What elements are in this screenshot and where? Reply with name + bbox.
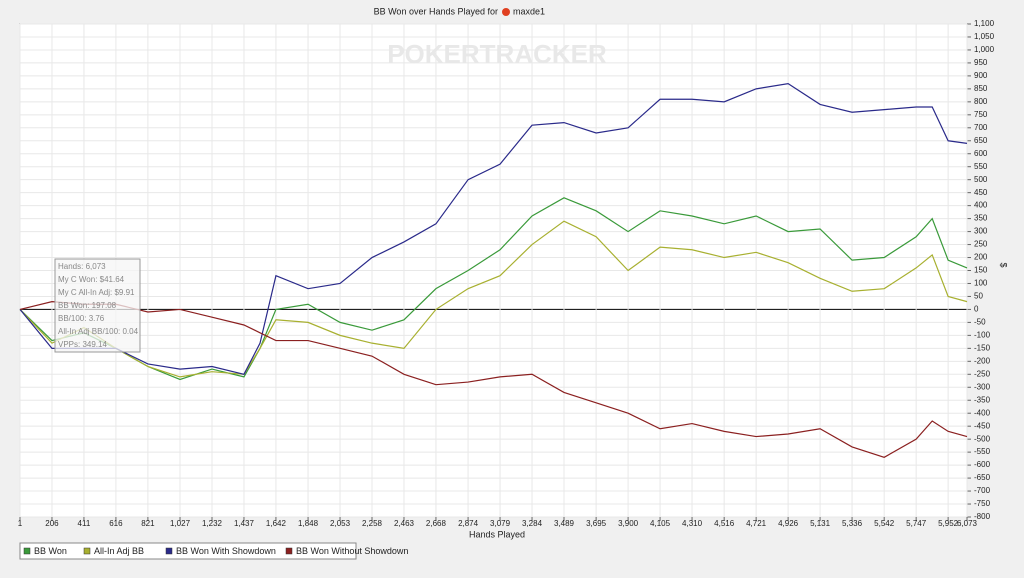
legend-label: BB Won Without Showdown — [296, 546, 408, 556]
tooltip-line: All-In Adj BB/100: 0.04 — [58, 327, 139, 336]
y-tick-label: -700 — [974, 486, 991, 495]
x-tick-label: 3,079 — [490, 519, 511, 528]
x-tick-label: 3,284 — [522, 519, 543, 528]
series-line — [19, 83, 968, 375]
y-tick-label: 550 — [974, 162, 988, 171]
x-tick-label: 5,336 — [842, 519, 863, 528]
tooltip-line: My C Won: $41.64 — [58, 275, 125, 284]
x-tick-label: 4,926 — [778, 519, 799, 528]
player-icon — [502, 8, 510, 16]
legend — [19, 542, 357, 560]
y-tick-label: 50 — [974, 292, 983, 301]
x-axis-label: Hands Played — [469, 529, 525, 539]
y-tick-label: -350 — [974, 395, 991, 404]
x-tick-label: 3,489 — [554, 519, 575, 528]
y-tick-label: 400 — [974, 201, 988, 210]
y-tick-label: 200 — [974, 253, 988, 262]
y-tick-label: 0 — [974, 305, 979, 314]
y-tick-label: 1,100 — [974, 19, 995, 28]
y-tick-label: 100 — [974, 279, 988, 288]
legend-label: BB Won — [34, 546, 67, 556]
x-tick-label: 2,053 — [330, 519, 351, 528]
y-tick-label: 900 — [974, 71, 988, 80]
x-tick-label: 5,131 — [810, 519, 831, 528]
x-tick-label: 2,258 — [362, 519, 383, 528]
x-tick-label: 4,310 — [682, 519, 703, 528]
y-tick-label: 1,050 — [974, 32, 995, 41]
tooltip-line: VPPs: 349.14 — [58, 340, 107, 349]
y-tick-label: 1,000 — [974, 45, 995, 54]
y-tick-label: 650 — [974, 136, 988, 145]
series-line — [19, 197, 968, 381]
y-tick-label: -650 — [974, 473, 991, 482]
y-tick-label: -100 — [974, 330, 991, 339]
y-tick-label: -50 — [974, 318, 986, 327]
y-tick-label: 950 — [974, 58, 988, 67]
tooltip-box — [54, 258, 141, 353]
watermark: POKERTRACKER — [387, 39, 607, 69]
legend-swatch — [285, 547, 293, 555]
legend-label: BB Won With Showdown — [176, 546, 276, 556]
x-tick-label: 1 — [18, 519, 23, 528]
chart-title: BB Won over Hands Played for — [374, 6, 498, 16]
x-tick-label: 1,642 — [266, 519, 287, 528]
y-tick-label: 500 — [974, 175, 988, 184]
x-tick-label: 1,437 — [234, 519, 255, 528]
x-tick-label: 5,747 — [906, 519, 927, 528]
y-tick-label: 750 — [974, 110, 988, 119]
y-tick-label: -750 — [974, 499, 991, 508]
x-tick-label: 206 — [45, 519, 59, 528]
x-tick-label: 6,073 — [957, 519, 978, 528]
series-line — [19, 220, 968, 378]
y-tick-label: 450 — [974, 188, 988, 197]
x-tick-label: 3,900 — [618, 519, 639, 528]
legend-label: All-In Adj BB — [94, 546, 144, 556]
y-tick-label: 850 — [974, 84, 988, 93]
tooltip-line: BB/100: 3.76 — [58, 314, 105, 323]
y-tick-label: 800 — [974, 97, 988, 106]
y-tick-label: 350 — [974, 214, 988, 223]
y-tick-label: -800 — [974, 512, 991, 521]
y-tick-label: -400 — [974, 408, 991, 417]
x-tick-label: 1,848 — [298, 519, 319, 528]
x-tick-label: 616 — [109, 519, 123, 528]
player-name: maxde1 — [513, 6, 545, 16]
tooltip-line: My C All-In Adj: $9.91 — [58, 288, 135, 297]
y-tick-label: -550 — [974, 447, 991, 456]
x-tick-label: 3,695 — [586, 519, 607, 528]
x-tick-label: 411 — [78, 519, 91, 528]
y-tick-label: 250 — [974, 240, 988, 249]
x-tick-label: 1,027 — [170, 519, 191, 528]
y-tick-label: -250 — [974, 369, 991, 378]
x-tick-label: 5,542 — [874, 519, 895, 528]
y-axis-label: $ — [999, 262, 1009, 267]
x-tick-label: 2,463 — [394, 519, 415, 528]
x-tick-label: 2,668 — [426, 519, 447, 528]
tooltip-line: BB Won: 197.08 — [58, 301, 117, 310]
y-tick-label: 600 — [974, 149, 988, 158]
legend-swatch — [83, 547, 91, 555]
y-tick-label: -500 — [974, 434, 991, 443]
x-tick-label: 4,721 — [746, 519, 767, 528]
y-tick-label: 150 — [974, 266, 988, 275]
x-tick-label: 821 — [141, 519, 155, 528]
y-tick-label: -600 — [974, 460, 991, 469]
tooltip-line: Hands: 6,073 — [58, 262, 106, 271]
y-tick-label: -150 — [974, 343, 991, 352]
y-tick-label: -300 — [974, 382, 991, 391]
y-tick-label: 700 — [974, 123, 988, 132]
x-tick-label: 1,232 — [202, 519, 223, 528]
y-tick-label: -200 — [974, 356, 991, 365]
x-tick-label: 4,105 — [650, 519, 671, 528]
series-line — [19, 301, 968, 458]
x-tick-label: 5,952 — [938, 519, 959, 528]
legend-swatch — [23, 547, 31, 555]
y-tick-label: -450 — [974, 421, 991, 430]
x-tick-label: 4,516 — [714, 519, 735, 528]
x-tick-label: 2,874 — [458, 519, 479, 528]
y-tick-label: 300 — [974, 227, 988, 236]
legend-swatch — [165, 547, 173, 555]
